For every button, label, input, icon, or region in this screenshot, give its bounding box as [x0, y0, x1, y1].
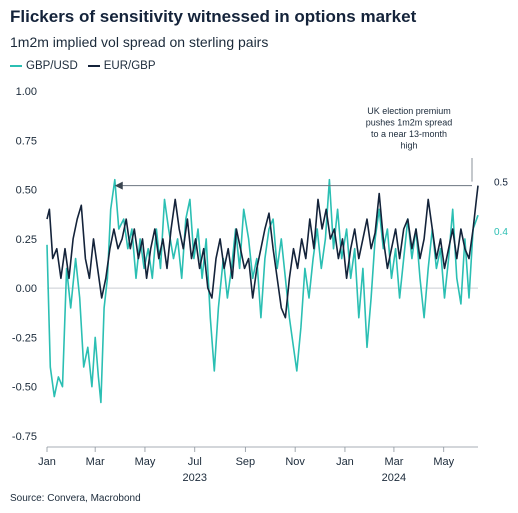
x-tick-label: Jan	[336, 456, 354, 468]
y-tick-label: -0.50	[12, 382, 37, 394]
series-line-gbpusd	[46, 178, 479, 404]
annotation-text-line: UK election premium	[367, 106, 451, 116]
y-tick-label: 1.00	[16, 86, 37, 98]
x-tick-label: Sep	[236, 456, 256, 468]
axes: 1.00 0.75 0.50 0.25 0.00 -0.25 -0.50 -0.75 Jan Ma…	[12, 86, 478, 484]
legend-swatch-eurgbp	[87, 64, 100, 68]
series-lines: 0.4 0.5	[46, 178, 508, 404]
legend-item-gbpusd: GBP/USD	[10, 60, 78, 72]
y-tick-label: -0.75	[12, 431, 37, 443]
y-tick-label: -0.25	[12, 332, 37, 344]
end-value-label-gbpusd: 0.4	[494, 227, 508, 238]
x-tick-label: Nov	[285, 456, 305, 468]
y-tick-label: 0.75	[16, 135, 37, 147]
x-tick-label: May	[135, 456, 156, 468]
legend-label-eurgbp: EUR/GBP	[103, 60, 156, 72]
y-tick-label: 0.50	[16, 185, 37, 197]
x-year-label: 2023	[183, 472, 207, 484]
y-tick-label: 0.25	[16, 234, 37, 246]
x-tick-label: Mar	[384, 456, 403, 468]
x-year-label: 2024	[382, 472, 406, 484]
legend-label-gbpusd: GBP/USD	[26, 60, 78, 72]
annotation-text-line: pushes 1m2m spread	[366, 118, 453, 128]
y-tick-label: 0.00	[16, 283, 37, 295]
x-tick-label: May	[433, 456, 454, 468]
annotation-arrowhead	[114, 181, 123, 190]
annotation-text-line: high	[400, 141, 417, 151]
end-value-label-eurgbp: 0.5	[494, 178, 508, 189]
series-line-eurgbp	[46, 185, 479, 319]
annotation: UK election premium pushes 1m2m spreadto …	[114, 106, 473, 190]
legend-swatch-gbpusd	[10, 64, 22, 68]
chart-title: Flickers of sensitivity witnessed in opt…	[10, 7, 417, 26]
legend-item-eurgbp: EUR/GBP	[87, 60, 156, 72]
x-tick-label: Jul	[188, 456, 202, 468]
x-tick-label: Mar	[86, 456, 105, 468]
source-note: Source: Convera, Macrobond	[10, 493, 141, 504]
chart-legend: GBP/USD EUR/GBP	[10, 60, 166, 72]
chart-subtitle: 1m2m implied vol spread on sterling pair…	[10, 34, 269, 50]
annotation-text-line: to a near 13-month	[371, 129, 447, 139]
x-tick-label: Jan	[38, 456, 56, 468]
